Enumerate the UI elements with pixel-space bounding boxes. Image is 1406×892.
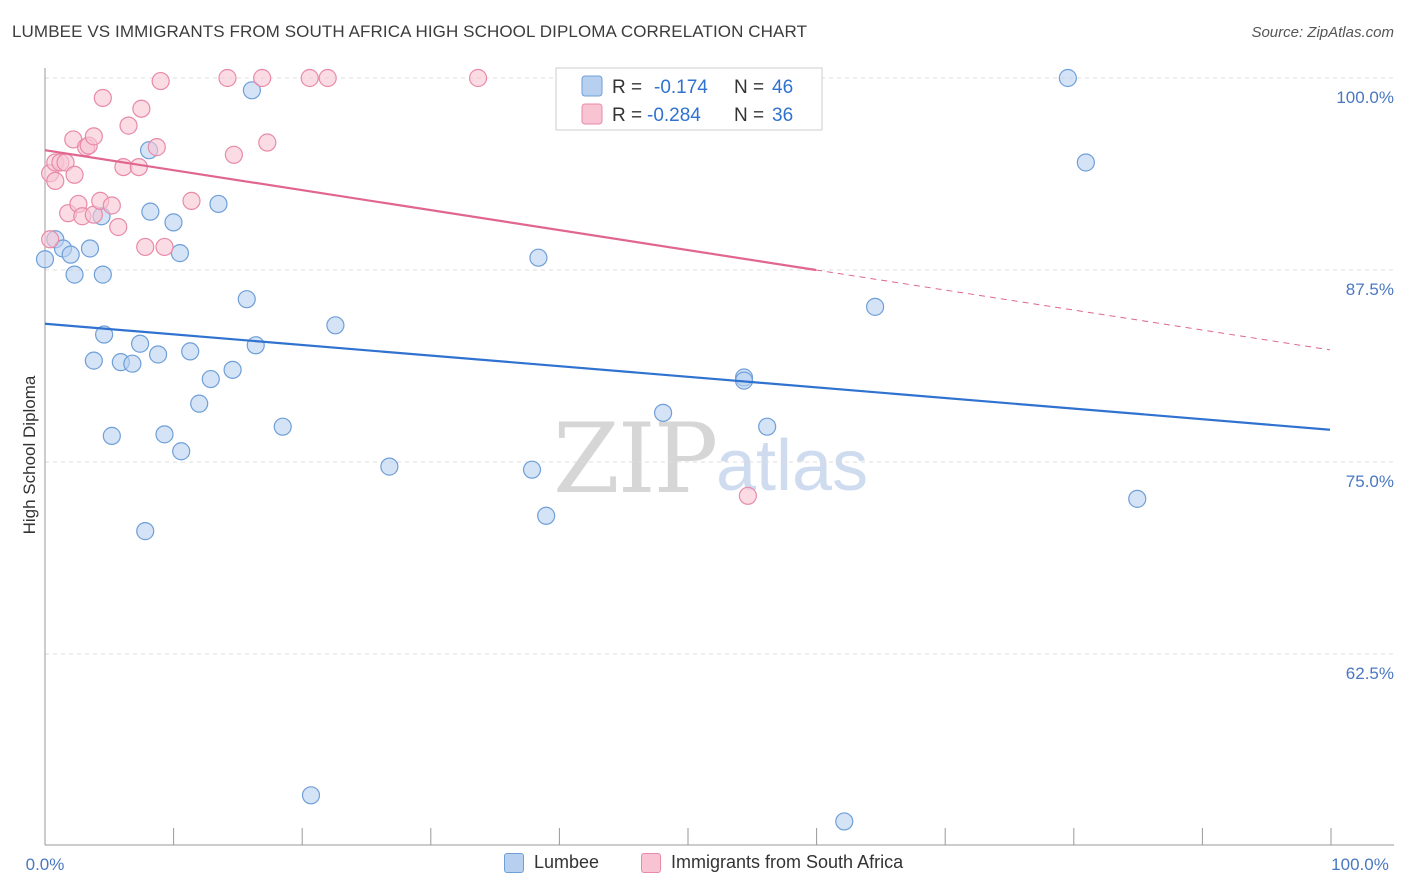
lumbee-point[interactable] bbox=[164, 213, 183, 232]
immigrants-point[interactable] bbox=[132, 99, 151, 118]
legend-label-lumbee: Lumbee bbox=[534, 852, 600, 872]
immigrants-point[interactable] bbox=[155, 237, 174, 257]
y-axis-title: High School Diploma bbox=[20, 375, 39, 534]
immigrants-point[interactable] bbox=[224, 145, 243, 164]
immigrants-point[interactable] bbox=[258, 133, 277, 152]
y-tick-label: 87.5% bbox=[1346, 280, 1394, 299]
lumbee-point[interactable] bbox=[130, 334, 150, 353]
lumbee-point[interactable] bbox=[1058, 68, 1077, 88]
immigrants-point[interactable] bbox=[147, 138, 166, 157]
lumbee-point[interactable] bbox=[537, 506, 556, 525]
lumbee-point[interactable] bbox=[273, 417, 292, 436]
lumbee-point[interactable] bbox=[102, 426, 121, 445]
lumbee-point[interactable] bbox=[155, 425, 174, 444]
lumbee-point[interactable] bbox=[35, 250, 55, 269]
lumbee-point[interactable] bbox=[835, 812, 854, 831]
trend-lines bbox=[44, 149, 1331, 431]
lumbee-point[interactable] bbox=[84, 351, 103, 370]
lumbee-point[interactable] bbox=[123, 354, 142, 373]
immigrants-point[interactable] bbox=[84, 127, 103, 146]
lumbee-n-value: 46 bbox=[772, 77, 793, 98]
lumbee-point[interactable] bbox=[148, 345, 168, 364]
immigrants-point[interactable] bbox=[218, 68, 237, 88]
immigrants-point[interactable] bbox=[468, 68, 488, 88]
lumbee-trend-line bbox=[44, 322, 1331, 431]
immigrants-n-label: N = bbox=[734, 105, 764, 126]
immigrants-trend-line bbox=[44, 149, 817, 272]
lumbee-point[interactable] bbox=[201, 369, 220, 389]
immigrants-legend-swatch bbox=[581, 103, 603, 125]
x-axis-ticks bbox=[44, 828, 1332, 845]
lumbee-point[interactable] bbox=[136, 522, 155, 541]
lumbee-point[interactable] bbox=[80, 239, 100, 258]
lumbee-point[interactable] bbox=[209, 194, 228, 214]
lumbee-point[interactable] bbox=[95, 325, 114, 344]
lumbee-point[interactable] bbox=[172, 442, 191, 461]
lumbee-point[interactable] bbox=[1128, 489, 1147, 508]
lumbee-point[interactable] bbox=[181, 342, 200, 361]
lumbee-point[interactable] bbox=[237, 290, 256, 309]
immigrants-point[interactable] bbox=[151, 71, 170, 91]
lumbee-point[interactable] bbox=[246, 336, 265, 355]
immigrants-point[interactable] bbox=[46, 171, 65, 191]
source-label: Source: ZipAtlas.com bbox=[1251, 24, 1394, 41]
immigrants-point[interactable] bbox=[41, 230, 60, 249]
lumbee-r-label: R = bbox=[612, 77, 642, 98]
lumbee-point[interactable] bbox=[301, 786, 321, 805]
lumbee-point[interactable] bbox=[93, 265, 112, 284]
immigrants-point[interactable] bbox=[182, 191, 201, 210]
immigrants-swatch bbox=[641, 852, 661, 873]
lumbee-point[interactable] bbox=[242, 81, 261, 100]
immigrants-point[interactable] bbox=[129, 157, 148, 177]
immigrants-point[interactable] bbox=[136, 237, 155, 257]
immigrants-point[interactable] bbox=[300, 68, 319, 88]
lumbee-point[interactable] bbox=[65, 265, 84, 284]
immigrants-point[interactable] bbox=[318, 68, 337, 88]
y-tick-label: 62.5% bbox=[1346, 664, 1394, 683]
lumbee-point[interactable] bbox=[866, 297, 885, 316]
y-axis-tick-labels: 100.0% 87.5% 75.0% 62.5% bbox=[1336, 88, 1394, 683]
immigrants-r-label: R = bbox=[612, 105, 642, 126]
immigrants-point[interactable] bbox=[93, 88, 112, 108]
lumbee-point[interactable] bbox=[190, 394, 209, 413]
stats-legend: R = -0.174 N = 46 R = -0.284 N = 36 bbox=[555, 67, 823, 131]
lumbee-point[interactable] bbox=[326, 316, 345, 335]
lumbee-r-value: -0.174 bbox=[654, 77, 708, 98]
lumbee-point[interactable] bbox=[380, 457, 399, 476]
watermark-zip: ZIP bbox=[553, 403, 716, 515]
chart-title: LUMBEE VS IMMIGRANTS FROM SOUTH AFRICA H… bbox=[12, 22, 808, 41]
immigrants-point[interactable] bbox=[253, 68, 272, 88]
lumbee-point[interactable] bbox=[170, 244, 190, 263]
grid bbox=[45, 77, 1394, 655]
lumbee-point[interactable] bbox=[141, 202, 160, 221]
immigrants-trend-extension bbox=[815, 269, 1331, 351]
lumbee-point[interactable] bbox=[223, 360, 242, 379]
lumbee-point[interactable] bbox=[529, 248, 548, 267]
immigrants-point[interactable] bbox=[65, 165, 84, 184]
lumbee-point[interactable] bbox=[61, 245, 80, 264]
immigrants-point[interactable] bbox=[119, 116, 138, 135]
immigrants-point[interactable] bbox=[109, 217, 128, 237]
lumbee-point[interactable] bbox=[1076, 153, 1095, 172]
lumbee-point[interactable] bbox=[653, 403, 673, 422]
legend-item-lumbee[interactable]: Lumbee bbox=[504, 852, 599, 873]
y-tick-label: 75.0% bbox=[1346, 472, 1394, 491]
lumbee-legend-swatch bbox=[581, 75, 603, 97]
lumbee-point[interactable] bbox=[522, 460, 542, 479]
immigrants-r-value: -0.284 bbox=[647, 105, 701, 126]
immigrants-point[interactable] bbox=[102, 196, 121, 215]
legend-label-immigrants: Immigrants from South Africa bbox=[671, 852, 904, 872]
series-legend: Lumbee Immigrants from South Africa bbox=[0, 852, 1406, 878]
immigrants-n-value: 36 bbox=[772, 105, 793, 126]
x-tick-label-min: 0.0% bbox=[26, 855, 65, 874]
legend-item-immigrants[interactable]: Immigrants from South Africa bbox=[641, 852, 903, 873]
watermark-atlas: atlas bbox=[716, 426, 868, 506]
immigrants-point[interactable] bbox=[738, 486, 757, 505]
lumbee-n-label: N = bbox=[734, 77, 764, 98]
lumbee-point[interactable] bbox=[758, 417, 777, 436]
x-tick-label-max: 100.0% bbox=[1331, 855, 1389, 874]
lumbee-swatch bbox=[504, 852, 524, 873]
y-tick-label: 100.0% bbox=[1336, 88, 1394, 107]
